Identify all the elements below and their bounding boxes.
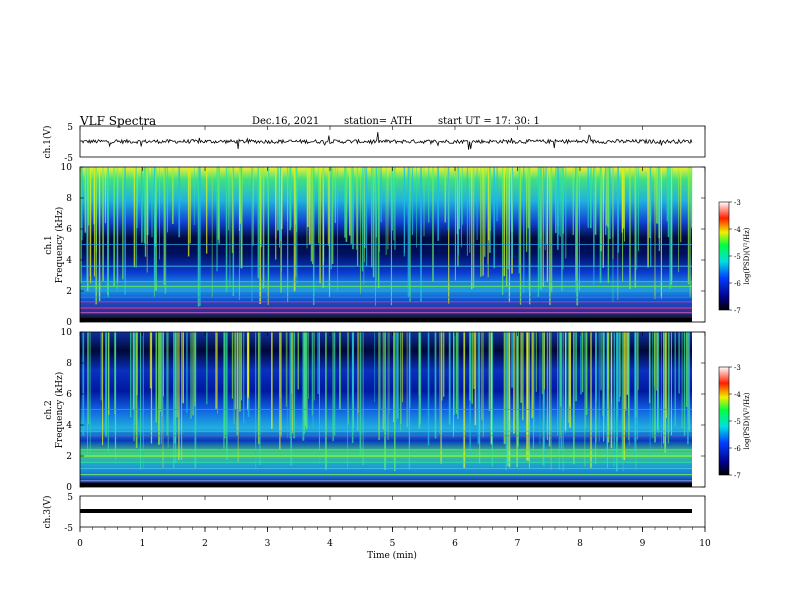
colorbar-tick-label: -4: [734, 391, 741, 399]
ch1-ytick-bottom: -5: [64, 154, 73, 164]
ch1-colorbar: -3 -4 -5 -6 -7 log(PSD)(V²/Hz): [718, 199, 751, 315]
ch3-ytick-top: 5: [67, 493, 73, 503]
ch1-spectrogram-detail: [80, 167, 693, 322]
ytick-label: 4: [66, 421, 72, 431]
ch2-spectrogram-detail: [80, 332, 692, 487]
ch1-colorbar-gradient: [718, 201, 730, 311]
ytick-label: 0: [66, 318, 72, 328]
ch2-spectrogram-panel: 0 2 4 6 8 10 Frequency (kHz) ch.2: [44, 328, 706, 493]
time-axis-label: Time (min): [367, 550, 417, 561]
colorbar-tick-label: -7: [734, 472, 741, 480]
colorbar-tick-label: -5: [734, 418, 741, 426]
ytick-label: 2: [66, 287, 72, 297]
ch3-panel: 5 -5 ch.3(V): [42, 493, 706, 534]
colorbar-tick-label: -6: [734, 280, 741, 288]
xtick-label: 8: [577, 539, 583, 549]
xtick-label: 2: [202, 539, 208, 549]
ch1-spectrogram-panel: 0 2 4 6 8 10 Frequency (kHz) ch.1: [44, 163, 706, 328]
xtick-label: 5: [390, 539, 396, 549]
date-label: Dec.16, 2021: [252, 116, 320, 127]
xtick-label: 4: [327, 539, 333, 549]
ch1-freq-ylabel: Frequency (kHz): [54, 207, 65, 284]
ytick-label: 6: [66, 390, 72, 400]
ytick-label: 8: [66, 194, 72, 204]
ch3-ylabel: ch.3(V): [42, 496, 53, 529]
ytick-label: 2: [66, 452, 72, 462]
xtick-label: 10: [699, 539, 711, 549]
ytick-label: 10: [61, 163, 73, 173]
xtick-label: 1: [140, 539, 146, 549]
xtick-label: 7: [515, 539, 521, 549]
xtick-label: 0: [77, 539, 83, 549]
station-label: station= ATH: [344, 116, 413, 127]
colorbar-tick-label: -6: [734, 445, 741, 453]
time-axis: 0 1 2 3 4 5 6 7 8 9 10: [77, 126, 711, 549]
ch1-colorbar-label: log(PSD)(V²/Hz): [743, 227, 751, 284]
ytick-label: 4: [66, 256, 72, 266]
ch1-ylabel: ch.1(V): [42, 126, 53, 159]
ch1-panel: 5 -5 ch.1(V): [42, 123, 706, 164]
ch2-channel-label: ch.2: [44, 400, 54, 419]
ytick-label: 8: [66, 359, 72, 369]
ch1-ytick-top: 5: [67, 123, 73, 133]
ytick-label: 6: [66, 225, 72, 235]
figure-title: VLF Spectra: [80, 114, 157, 128]
colorbar-tick-label: -4: [734, 226, 741, 234]
start-ut-label: start UT = 17: 30: 1: [438, 116, 540, 127]
spectrogram-floor: [80, 483, 692, 487]
colorbar-tick-label: -7: [734, 307, 741, 315]
ch2-colorbar-gradient: [718, 366, 730, 476]
colorbar-tick-label: -3: [734, 364, 741, 372]
ch1-waveform-line: [79, 131, 693, 150]
ch2-colorbar: -3 -4 -5 -6 -7 log(PSD)(V²/Hz): [718, 364, 751, 480]
ch1-channel-label: ch.1: [44, 235, 54, 254]
xtick-label: 6: [452, 539, 458, 549]
ch2-colorbar-label: log(PSD)(V²/Hz): [743, 392, 751, 449]
colorbar-tick-label: -5: [734, 253, 741, 261]
ch2-freq-ylabel: Frequency (kHz): [54, 372, 65, 449]
ch3-waveform-band: [80, 509, 692, 513]
xtick-label: 9: [640, 539, 646, 549]
spectrogram-floor: [80, 318, 692, 322]
ytick-label: 10: [61, 328, 73, 338]
ch3-ytick-bottom: -5: [64, 524, 73, 534]
xtick-label: 3: [265, 539, 271, 549]
colorbar-tick-label: -3: [734, 199, 741, 207]
ytick-label: 0: [66, 483, 72, 493]
